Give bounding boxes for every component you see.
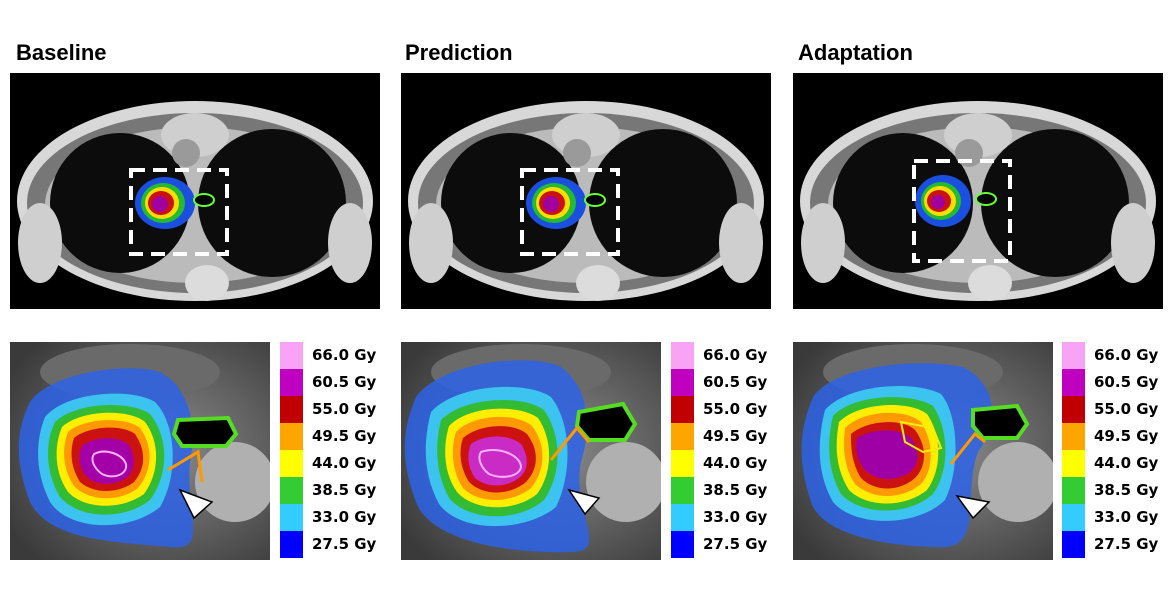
legend-label: 66.0 Gy — [703, 346, 768, 364]
legend-label: 66.0 Gy — [312, 346, 377, 364]
legend-swatch — [1062, 423, 1085, 450]
legend-label: 38.5 Gy — [703, 481, 768, 499]
legend-item: 44.0 Gy — [1062, 450, 1170, 477]
legend-swatch — [1062, 504, 1085, 531]
legend-label: 44.0 Gy — [1094, 454, 1159, 472]
legend-item: 55.0 Gy — [280, 396, 390, 423]
legend-swatch — [671, 423, 694, 450]
legend-item: 33.0 Gy — [280, 504, 390, 531]
legend-swatch — [280, 504, 303, 531]
legend-label: 27.5 Gy — [1094, 535, 1159, 553]
legend-label: 27.5 Gy — [703, 535, 768, 553]
legend-swatch — [280, 477, 303, 504]
ct-image-prediction — [401, 73, 771, 309]
legend-swatch — [671, 477, 694, 504]
legend-item: 38.5 Gy — [671, 477, 781, 504]
legend-label: 55.0 Gy — [312, 400, 377, 418]
legend-label: 44.0 Gy — [703, 454, 768, 472]
legend-item: 27.5 Gy — [280, 531, 390, 558]
legend-swatch — [280, 450, 303, 477]
legend-item: 66.0 Gy — [280, 342, 390, 369]
legend-label: 55.0 Gy — [703, 400, 768, 418]
legend-swatch — [671, 450, 694, 477]
legend-item: 49.5 Gy — [671, 423, 781, 450]
legend-item: 33.0 Gy — [671, 504, 781, 531]
legend-swatch — [280, 396, 303, 423]
legend-swatch — [280, 342, 303, 369]
zoom-image-baseline — [10, 342, 270, 560]
legend-item: 49.5 Gy — [280, 423, 390, 450]
legend-swatch — [671, 342, 694, 369]
legend-label: 49.5 Gy — [1094, 427, 1159, 445]
dose-legend-baseline: 66.0 Gy 60.5 Gy 55.0 Gy 49.5 Gy 44.0 Gy … — [280, 342, 390, 558]
panel-title-prediction: Prediction — [405, 40, 513, 65]
legend-item: 49.5 Gy — [1062, 423, 1170, 450]
panel-title-adaptation: Adaptation — [798, 40, 913, 65]
legend-item: 33.0 Gy — [1062, 504, 1170, 531]
legend-label: 60.5 Gy — [703, 373, 768, 391]
legend-swatch — [671, 531, 694, 558]
legend-label: 27.5 Gy — [312, 535, 377, 553]
legend-swatch — [671, 369, 694, 396]
legend-swatch — [1062, 531, 1085, 558]
legend-item: 55.0 Gy — [671, 396, 781, 423]
legend-label: 33.0 Gy — [312, 508, 377, 526]
ct-image-baseline — [10, 73, 380, 309]
legend-item: 66.0 Gy — [1062, 342, 1170, 369]
legend-item: 66.0 Gy — [671, 342, 781, 369]
legend-item: 60.5 Gy — [1062, 369, 1170, 396]
legend-swatch — [671, 396, 694, 423]
legend-label: 38.5 Gy — [312, 481, 377, 499]
legend-swatch — [280, 423, 303, 450]
legend-swatch — [280, 369, 303, 396]
legend-item: 55.0 Gy — [1062, 396, 1170, 423]
legend-item: 27.5 Gy — [1062, 531, 1170, 558]
legend-item: 44.0 Gy — [671, 450, 781, 477]
legend-item: 60.5 Gy — [671, 369, 781, 396]
legend-swatch — [1062, 477, 1085, 504]
legend-item: 44.0 Gy — [280, 450, 390, 477]
dose-legend-prediction: 66.0 Gy 60.5 Gy 55.0 Gy 49.5 Gy 44.0 Gy … — [671, 342, 781, 558]
panel-title-baseline: Baseline — [16, 40, 107, 65]
legend-label: 49.5 Gy — [703, 427, 768, 445]
legend-label: 33.0 Gy — [703, 508, 768, 526]
ct-image-adaptation — [793, 73, 1163, 309]
legend-swatch — [1062, 342, 1085, 369]
legend-label: 55.0 Gy — [1094, 400, 1159, 418]
legend-item: 38.5 Gy — [280, 477, 390, 504]
legend-swatch — [1062, 450, 1085, 477]
legend-item: 60.5 Gy — [280, 369, 390, 396]
legend-item: 38.5 Gy — [1062, 477, 1170, 504]
legend-label: 60.5 Gy — [312, 373, 377, 391]
zoom-image-prediction — [401, 342, 661, 560]
legend-label: 66.0 Gy — [1094, 346, 1159, 364]
legend-label: 33.0 Gy — [1094, 508, 1159, 526]
legend-label: 44.0 Gy — [312, 454, 377, 472]
legend-swatch — [1062, 396, 1085, 423]
legend-label: 38.5 Gy — [1094, 481, 1159, 499]
legend-swatch — [280, 531, 303, 558]
legend-item: 27.5 Gy — [671, 531, 781, 558]
dose-legend-adaptation: 66.0 Gy 60.5 Gy 55.0 Gy 49.5 Gy 44.0 Gy … — [1062, 342, 1170, 558]
legend-label: 60.5 Gy — [1094, 373, 1159, 391]
legend-swatch — [1062, 369, 1085, 396]
zoom-image-adaptation — [793, 342, 1053, 560]
legend-swatch — [671, 504, 694, 531]
legend-label: 49.5 Gy — [312, 427, 377, 445]
